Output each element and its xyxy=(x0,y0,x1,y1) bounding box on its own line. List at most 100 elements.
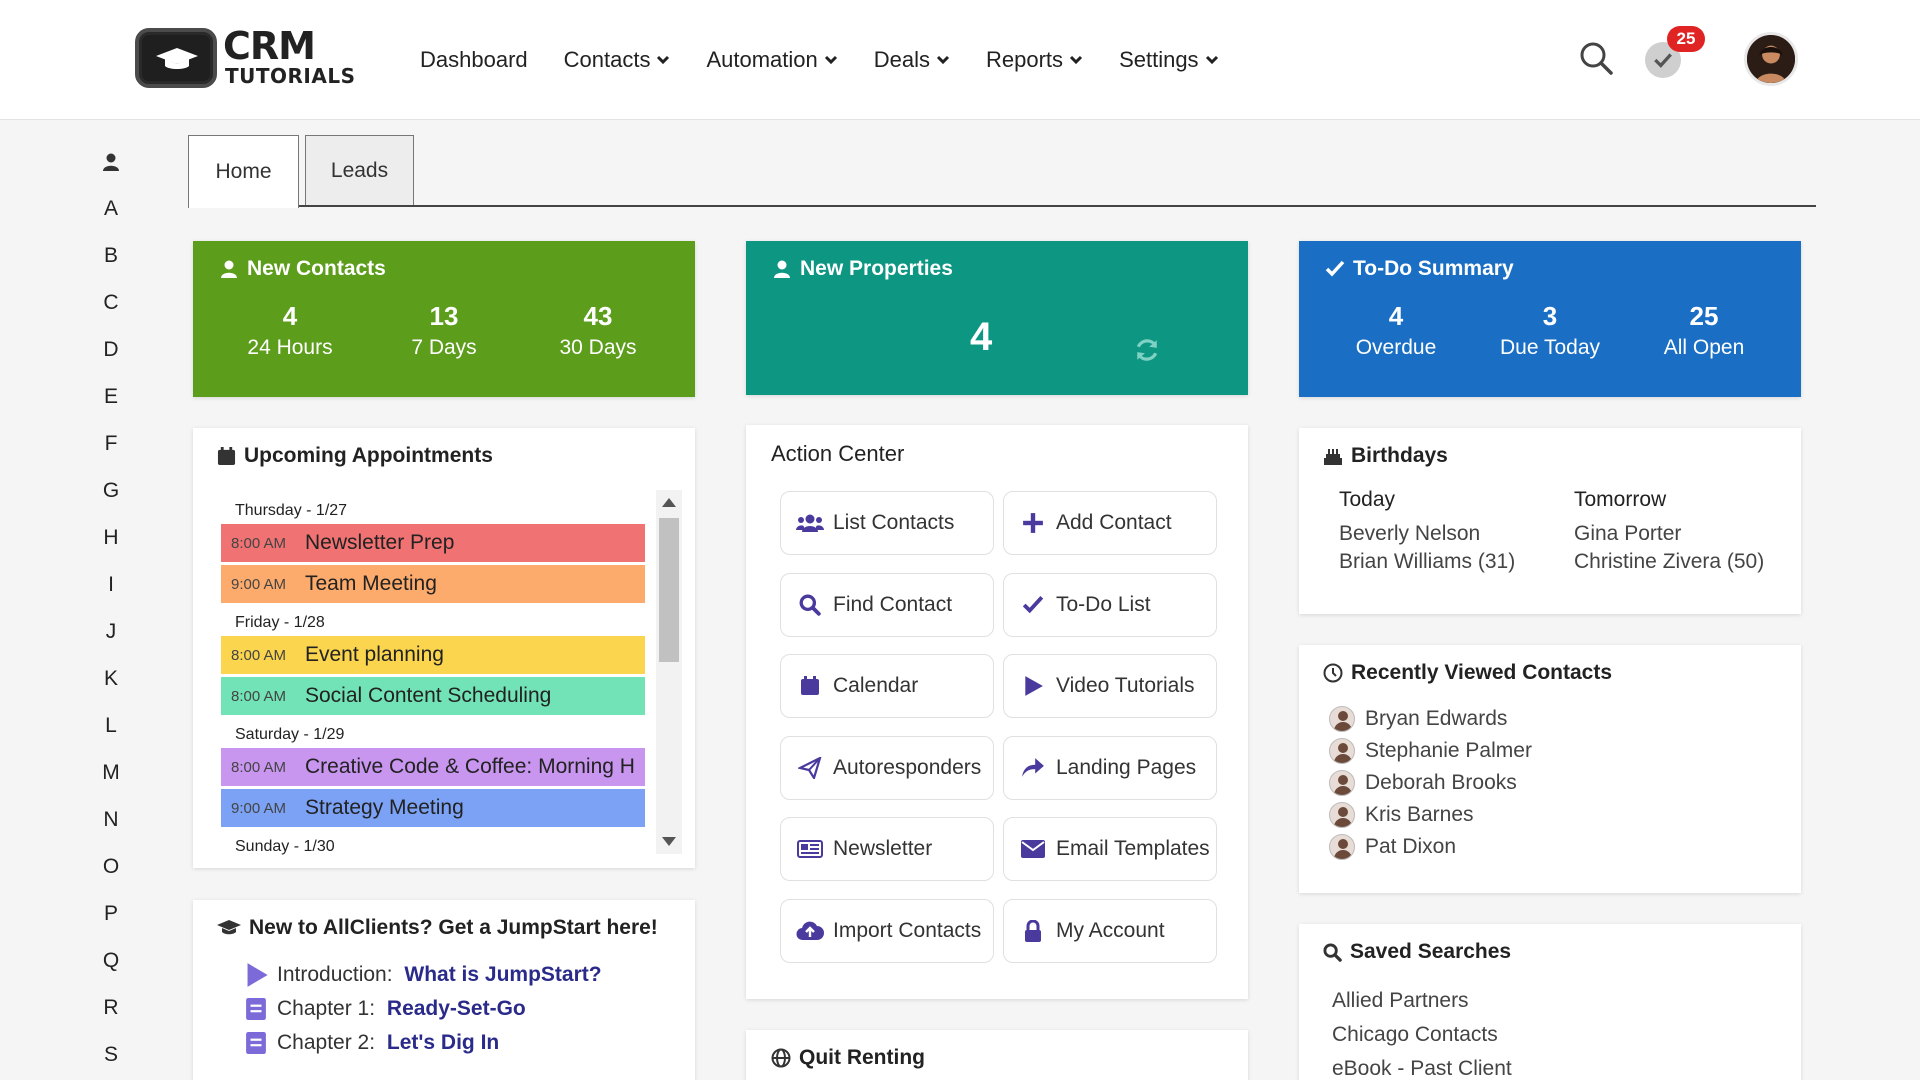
contacts-person-icon[interactable] xyxy=(95,138,127,185)
stat-overdue[interactable]: 4 Overdue xyxy=(1355,301,1437,359)
nav-contacts[interactable]: Contacts xyxy=(564,40,671,80)
scroll-down-arrow-icon[interactable] xyxy=(662,837,676,846)
appointment-title: Strategy Meeting xyxy=(305,796,464,819)
document-icon xyxy=(245,1030,271,1056)
nav-settings[interactable]: Settings xyxy=(1119,40,1219,80)
saved-search-link[interactable]: eBook - Past Client xyxy=(1332,1057,1512,1080)
alpha-filter-letter[interactable]: L xyxy=(105,713,117,737)
alpha-filter-letter[interactable]: A xyxy=(103,196,118,220)
birthday-contact[interactable]: Christine Zivera (50) xyxy=(1574,550,1765,573)
search-icon[interactable] xyxy=(1578,40,1614,76)
action-button-label: My Account xyxy=(1056,918,1165,942)
alpha-filter-letter[interactable]: M xyxy=(102,760,120,784)
alpha-filter-letter[interactable]: N xyxy=(103,807,119,831)
stat-30-days[interactable]: 43 30 Days xyxy=(559,301,637,359)
jumpstart-link[interactable]: Ready-Set-Go xyxy=(386,997,526,1020)
calendar-icon xyxy=(795,675,825,697)
crm-tutorials-logo[interactable]: CRM TUTORIALS xyxy=(135,26,355,90)
contact-avatar xyxy=(1329,706,1355,732)
birthday-contact[interactable]: Beverly Nelson xyxy=(1339,522,1481,545)
stat-7-days[interactable]: 13 7 Days xyxy=(411,301,477,359)
jumpstart-item[interactable]: Chapter 2: Let's Dig In xyxy=(245,1026,602,1060)
alpha-filter-letter[interactable]: J xyxy=(105,619,117,643)
alpha-filter-letter[interactable]: F xyxy=(104,431,118,455)
recent-contact-item[interactable]: Kris Barnes xyxy=(1329,799,1532,831)
appointment-item[interactable]: 8:00 AM Event planning xyxy=(221,636,645,674)
tab-leads[interactable]: Leads xyxy=(305,135,414,205)
birthday-cake-icon xyxy=(1324,449,1342,465)
email-templates-button[interactable]: Email Templates xyxy=(1003,817,1217,881)
appointment-item[interactable]: 9:00 AM Strategy Meeting xyxy=(221,789,645,827)
nav-dashboard[interactable]: Dashboard xyxy=(420,40,528,80)
stat-24-hours[interactable]: 4 24 Hours xyxy=(247,301,333,359)
saved-search-link[interactable]: Allied Partners xyxy=(1332,989,1469,1012)
appointment-item[interactable]: 8:00 AM Creative Code & Coffee: Morning H xyxy=(221,748,645,786)
birthday-contact[interactable]: Brian Williams (31) xyxy=(1339,550,1516,573)
alpha-filter-letter[interactable]: Q xyxy=(102,948,120,972)
alpha-filter-letter[interactable]: G xyxy=(102,478,120,502)
appointments-scrollbar[interactable] xyxy=(656,490,682,854)
add-contact-button[interactable]: Add Contact xyxy=(1003,491,1217,555)
appointment-title: Creative Code & Coffee: Morning H xyxy=(305,755,635,778)
import-contacts-button[interactable]: Import Contacts xyxy=(780,898,994,963)
scroll-up-arrow-icon[interactable] xyxy=(662,498,676,507)
alpha-filter-letter[interactable]: O xyxy=(102,854,120,878)
recent-contact-item[interactable]: Pat Dixon xyxy=(1329,831,1532,863)
alpha-filter-letter[interactable]: I xyxy=(108,572,114,596)
list-contacts-button[interactable]: List Contacts xyxy=(780,491,994,555)
alpha-filter-letter[interactable]: P xyxy=(103,901,118,925)
appointment-item[interactable]: 9:00 AM Team Meeting xyxy=(221,565,645,603)
nav-label: Settings xyxy=(1119,47,1199,72)
scroll-thumb[interactable] xyxy=(659,518,679,662)
main-nav: Dashboard Contacts Automation Deals Reports S… xyxy=(420,40,1219,80)
alpha-filter-letter[interactable]: R xyxy=(103,995,119,1019)
alpha-filter-letter[interactable]: C xyxy=(103,290,119,314)
recent-contact-item[interactable]: Stephanie Palmer xyxy=(1329,735,1532,767)
jumpstart-item[interactable]: Chapter 1: Ready-Set-Go xyxy=(245,992,602,1026)
contact-avatar xyxy=(1329,834,1355,860)
today-label: Today xyxy=(1339,488,1396,511)
recent-contact-item[interactable]: Deborah Brooks xyxy=(1329,767,1532,799)
alpha-filter-letter[interactable]: D xyxy=(103,337,119,361)
recent-contact-item[interactable]: Bryan Edwards xyxy=(1329,703,1532,735)
find-contact-button[interactable]: Find Contact xyxy=(780,572,994,637)
video-tutorials-button[interactable]: Video Tutorials xyxy=(1003,654,1217,718)
stat-all-open[interactable]: 25 All Open xyxy=(1663,301,1745,359)
action-center-title: Action Center xyxy=(771,441,905,466)
alpha-filter-letter[interactable]: H xyxy=(103,525,119,549)
jumpstart-link[interactable]: What is JumpStart? xyxy=(404,963,602,986)
newsletter-button[interactable]: Newsletter xyxy=(780,817,994,881)
nav-automation[interactable]: Automation xyxy=(706,40,837,80)
alpha-filter-letter[interactable]: B xyxy=(103,243,118,267)
user-avatar[interactable] xyxy=(1744,32,1798,86)
saved-search-link[interactable]: Chicago Contacts xyxy=(1332,1023,1498,1046)
new-contacts-card[interactable]: New Contacts 4 24 Hours 13 7 Days 43 30 Day… xyxy=(193,241,695,397)
landing-pages-button[interactable]: Landing Pages xyxy=(1003,735,1217,800)
jumpstart-item[interactable]: Introduction: What is JumpStart? xyxy=(245,958,602,992)
autoresponders-button[interactable]: Autoresponders xyxy=(780,735,994,800)
birthdays-tomorrow-column: Tomorrow Gina Porter Christine Zivera (5… xyxy=(1574,488,1764,576)
jumpstart-title: New to AllClients? Get a JumpStart here! xyxy=(249,916,658,939)
stat-due-today[interactable]: 3 Due Today xyxy=(1499,301,1601,359)
paper-plane-icon xyxy=(795,756,825,779)
my-account-button[interactable]: My Account xyxy=(1003,898,1217,963)
to-do-list-button[interactable]: To-Do List xyxy=(1003,572,1217,637)
jumpstart-link[interactable]: Let's Dig In xyxy=(386,1031,500,1054)
alpha-filter-letter[interactable]: S xyxy=(103,1042,118,1066)
alpha-filter-letter[interactable]: E xyxy=(103,384,118,408)
search-icon xyxy=(1323,942,1342,962)
calendar-button[interactable]: Calendar xyxy=(780,654,994,718)
birthday-contact[interactable]: Gina Porter xyxy=(1574,522,1682,545)
nav-reports[interactable]: Reports xyxy=(986,40,1083,80)
nav-deals[interactable]: Deals xyxy=(874,40,950,80)
tab-home[interactable]: Home xyxy=(188,135,299,208)
appointment-item[interactable]: 8:00 AM Social Content Scheduling xyxy=(221,677,645,715)
play-icon xyxy=(1018,675,1048,697)
appointment-item[interactable]: 8:00 AM Newsletter Prep xyxy=(221,524,645,562)
refresh-icon[interactable] xyxy=(1134,337,1160,368)
alpha-filter-letter[interactable]: K xyxy=(103,666,118,690)
todo-summary-card[interactable]: To-Do Summary 4 Overdue 3 Due Today 25 All … xyxy=(1299,241,1801,397)
new-properties-card[interactable]: New Properties 4 xyxy=(746,241,1248,395)
action-center-card: Action Center List Contacts Add Contact Fi… xyxy=(746,425,1248,999)
action-button-label: To-Do List xyxy=(1056,592,1151,616)
